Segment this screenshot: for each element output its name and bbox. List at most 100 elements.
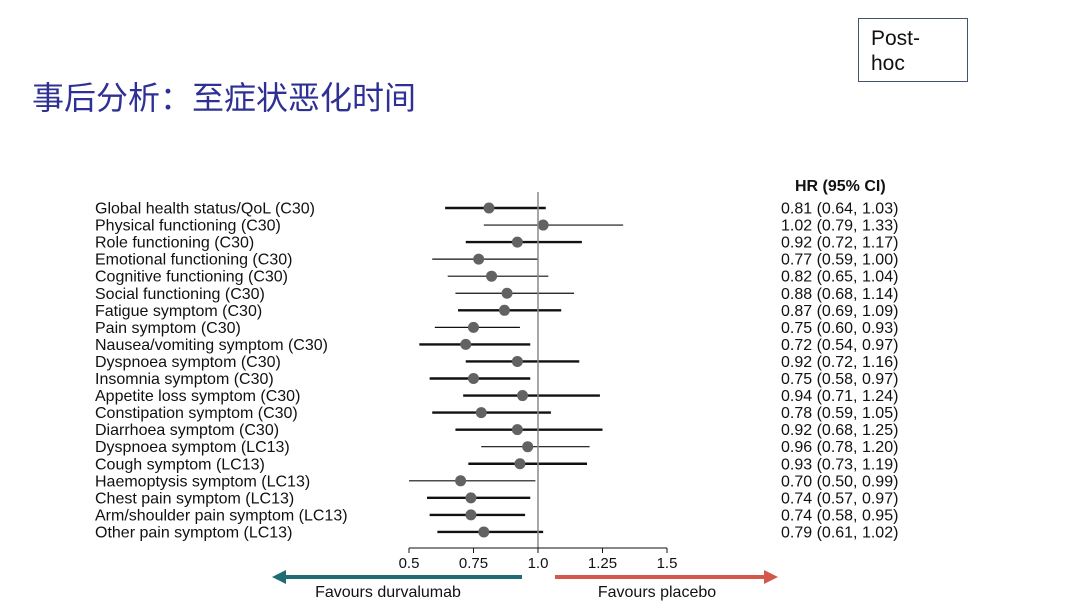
forest-row: Insomnia symptom (C30) 0.75 (0.58, 0.97) xyxy=(95,371,898,388)
row-label: Pain symptom (C30) xyxy=(95,320,241,337)
forest-row: Dyspnoea symptom (LC13) 0.96 (0.78, 1.20) xyxy=(95,439,898,456)
x-axis-group: 0.5 0.75 1.0 1.25 1.5 xyxy=(399,192,678,572)
hr-value-text: 0.87 (0.69, 1.09) xyxy=(781,303,898,320)
row-label: Physical functioning (C30) xyxy=(95,218,281,235)
hr-point xyxy=(514,458,526,470)
forest-row: Pain symptom (C30) 0.75 (0.60, 0.93) xyxy=(95,320,898,337)
forest-row: Nausea/vomiting symptom (C30) 0.72 (0.54,… xyxy=(95,337,898,354)
forest-row: Constipation symptom (C30) 0.78 (0.59, 1.… xyxy=(95,405,898,422)
hr-value-text: 0.79 (0.61, 1.02) xyxy=(781,524,898,541)
hr-value-text: 0.75 (0.58, 0.97) xyxy=(781,371,898,388)
forest-row: Cough symptom (LC13) 0.93 (0.73, 1.19) xyxy=(95,456,898,473)
forest-row: Other pain symptom (LC13) 0.79 (0.61, 1.0… xyxy=(95,524,898,541)
hr-point xyxy=(486,270,498,282)
x-tick-label: 1.0 xyxy=(528,555,549,572)
forest-row: Arm/shoulder pain symptom (LC13) 0.74 (0.… xyxy=(95,507,898,524)
row-label: Chest pain symptom (LC13) xyxy=(95,490,294,507)
favours-group: Favours durvalumab Favours placebo xyxy=(272,570,778,601)
x-tick-label: 1.5 xyxy=(657,555,678,572)
hr-point xyxy=(517,390,529,402)
forest-row: Dyspnoea symptom (C30) 0.92 (0.72, 1.16) xyxy=(95,354,898,371)
row-label: Arm/shoulder pain symptom (LC13) xyxy=(95,507,348,524)
hr-value-text: 0.74 (0.58, 0.95) xyxy=(781,507,898,524)
row-label: Appetite loss symptom (C30) xyxy=(95,388,300,405)
row-label: Dyspnoea symptom (LC13) xyxy=(95,439,290,456)
row-label: Diarrhoea symptom (C30) xyxy=(95,422,279,439)
hr-point xyxy=(483,202,495,214)
hr-point xyxy=(475,407,487,419)
forest-row: Physical functioning (C30) 1.02 (0.79, 1.… xyxy=(95,218,898,235)
hr-value-text: 0.81 (0.64, 1.03) xyxy=(781,201,898,218)
row-label: Global health status/QoL (C30) xyxy=(95,201,315,218)
hr-point xyxy=(498,304,510,316)
hr-point xyxy=(511,355,523,367)
hr-value-text: 0.93 (0.73, 1.19) xyxy=(781,456,898,473)
hr-point xyxy=(468,321,479,333)
row-label: Fatigue symptom (C30) xyxy=(95,303,262,320)
hr-value-text: 0.92 (0.72, 1.16) xyxy=(781,354,898,371)
row-label: Insomnia symptom (C30) xyxy=(95,371,274,388)
hr-value-text: 0.92 (0.72, 1.17) xyxy=(781,235,898,252)
hr-value-text: 0.82 (0.65, 1.04) xyxy=(781,269,898,286)
row-label: Emotional functioning (C30) xyxy=(95,252,292,269)
badge-line: hoc xyxy=(871,52,905,75)
row-label: Nausea/vomiting symptom (C30) xyxy=(95,337,328,354)
row-label: Other pain symptom (LC13) xyxy=(95,524,292,541)
hr-point xyxy=(478,526,490,538)
hr-point xyxy=(511,236,523,248)
row-label: Role functioning (C30) xyxy=(95,235,254,252)
forest-row: Fatigue symptom (C30) 0.87 (0.69, 1.09) xyxy=(95,303,898,320)
hr-value-text: 0.92 (0.68, 1.25) xyxy=(781,422,898,439)
hr-value-text: 1.02 (0.79, 1.33) xyxy=(781,218,898,235)
forest-row: Role functioning (C30) 0.92 (0.72, 1.17) xyxy=(95,235,898,252)
post-hoc-badge: Post- hoc xyxy=(858,18,968,82)
slide-title: 事后分析：至症状恶化时间 xyxy=(32,80,417,116)
favours-durvalumab-label: Favours durvalumab xyxy=(315,584,461,601)
x-tick-label: 1.25 xyxy=(588,555,617,572)
forest-row: Appetite loss symptom (C30) 0.94 (0.71, 1… xyxy=(95,388,898,405)
x-tick-label: 0.5 xyxy=(399,555,420,572)
hr-value-text: 0.74 (0.57, 0.97) xyxy=(781,490,898,507)
forest-rows: Global health status/QoL (C30) 0.81 (0.64… xyxy=(95,201,898,542)
forest-row: Haemoptysis symptom (LC13) 0.70 (0.50, 0.… xyxy=(95,473,898,490)
hr-point xyxy=(460,338,472,350)
forest-row: Emotional functioning (C30) 0.77 (0.59, 1… xyxy=(95,252,898,269)
hr-point xyxy=(468,373,479,384)
hr-point xyxy=(473,253,485,265)
hr-point xyxy=(465,492,477,504)
hr-value-text: 0.70 (0.50, 0.99) xyxy=(781,473,898,490)
favours-placebo-label: Favours placebo xyxy=(598,584,716,601)
forest-row: Cognitive functioning (C30) 0.82 (0.65, 1… xyxy=(95,269,898,286)
forest-row: Social functioning (C30) 0.88 (0.68, 1.14… xyxy=(95,286,898,303)
arrow-left-icon xyxy=(272,570,286,584)
hr-point xyxy=(537,219,549,231)
favours-placebo-arrow xyxy=(555,570,778,584)
row-label: Constipation symptom (C30) xyxy=(95,405,298,422)
forest-row: Diarrhoea symptom (C30) 0.92 (0.68, 1.25) xyxy=(95,422,898,439)
hr-value-text: 0.94 (0.71, 1.24) xyxy=(781,388,898,405)
row-label: Cough symptom (LC13) xyxy=(95,456,265,473)
favours-durvalumab-arrow xyxy=(272,570,522,584)
hr-column-header: HR (95% CI) xyxy=(795,178,886,195)
forest-row: Chest pain symptom (LC13) 0.74 (0.57, 0.9… xyxy=(95,490,898,507)
forest-row: Global health status/QoL (C30) 0.81 (0.64… xyxy=(95,201,898,218)
hr-value-text: 0.96 (0.78, 1.20) xyxy=(781,439,898,456)
hr-value-text: 0.88 (0.68, 1.14) xyxy=(781,286,898,303)
arrow-right-icon xyxy=(764,570,778,584)
hr-point xyxy=(501,287,513,299)
row-label: Social functioning (C30) xyxy=(95,286,265,303)
hr-point xyxy=(511,424,523,436)
row-label: Haemoptysis symptom (LC13) xyxy=(95,473,310,490)
badge-line: Post- xyxy=(871,27,921,50)
row-label: Cognitive functioning (C30) xyxy=(95,269,288,286)
hr-value-text: 0.75 (0.60, 0.93) xyxy=(781,320,898,337)
hr-value-text: 0.72 (0.54, 0.97) xyxy=(781,337,898,354)
hr-point xyxy=(455,475,467,487)
hr-value-text: 0.78 (0.59, 1.05) xyxy=(781,405,898,422)
hr-point xyxy=(522,441,534,453)
hr-value-text: 0.77 (0.59, 1.00) xyxy=(781,252,898,269)
row-label: Dyspnoea symptom (C30) xyxy=(95,354,281,371)
x-tick-label: 0.75 xyxy=(459,555,488,572)
